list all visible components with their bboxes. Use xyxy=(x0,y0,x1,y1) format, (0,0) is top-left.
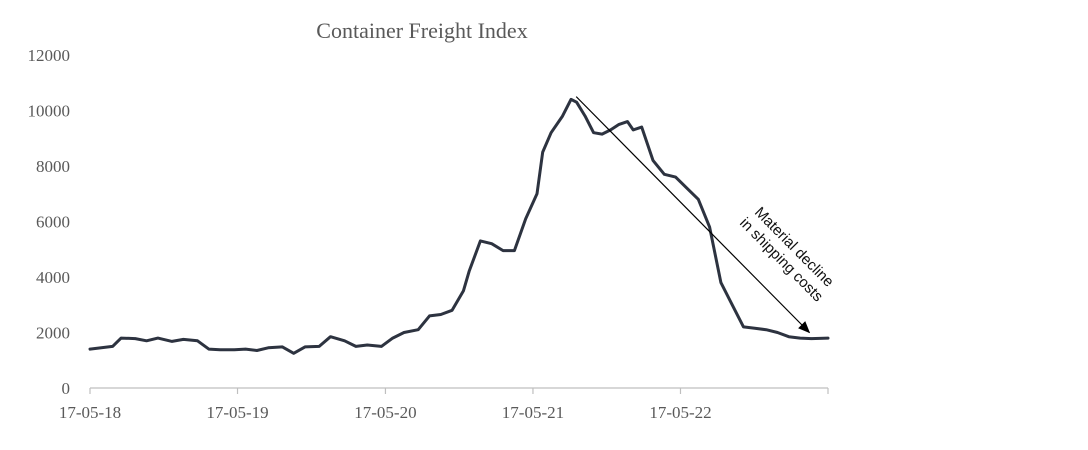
data-point xyxy=(535,192,539,195)
y-tick-label: 2000 xyxy=(36,324,70,343)
x-tick-label: 17-05-21 xyxy=(502,403,564,422)
data-point xyxy=(617,123,621,126)
y-axis: 0 2000 4000 6000 8000 10000 12000 xyxy=(28,46,71,398)
data-point xyxy=(651,159,655,162)
data-point xyxy=(267,346,270,349)
data-point xyxy=(541,150,544,154)
data-point xyxy=(501,249,505,252)
data-point xyxy=(111,345,114,348)
data-point xyxy=(753,327,756,330)
data-point xyxy=(826,336,830,340)
data-point xyxy=(561,114,564,118)
data-point xyxy=(776,331,779,334)
data-point xyxy=(575,101,578,104)
data-point xyxy=(417,328,420,331)
data-point xyxy=(218,348,222,351)
annotation-text: Material declinein shipping costs xyxy=(736,202,839,305)
decline-arrow xyxy=(575,96,811,334)
x-tick-label: 17-05-18 xyxy=(59,403,121,422)
data-point xyxy=(380,345,383,348)
data-point xyxy=(329,335,332,338)
series-layer xyxy=(88,97,830,355)
data-point xyxy=(391,336,394,340)
data-point xyxy=(462,289,465,293)
data-point xyxy=(600,132,604,136)
data-point xyxy=(787,335,790,338)
data-point xyxy=(207,347,210,351)
data-point xyxy=(467,270,471,273)
data-point xyxy=(592,131,595,134)
data-point xyxy=(798,336,802,340)
data-point xyxy=(119,336,123,340)
data-point xyxy=(719,281,723,284)
data-point xyxy=(632,128,635,132)
series-line xyxy=(88,97,830,355)
data-point xyxy=(490,242,493,245)
data-point xyxy=(731,303,734,306)
y-tick-label: 8000 xyxy=(36,157,70,176)
data-point xyxy=(281,345,284,349)
data-point xyxy=(583,114,587,118)
y-tick-label: 6000 xyxy=(36,213,70,232)
y-tick-label: 10000 xyxy=(28,102,71,121)
chart-title: Container Freight Index xyxy=(316,18,527,43)
data-point xyxy=(145,339,148,342)
data-point xyxy=(303,345,307,349)
data-point xyxy=(292,352,295,355)
data-point xyxy=(233,348,236,351)
data-point xyxy=(708,225,711,229)
data-point xyxy=(513,249,516,252)
data-point xyxy=(182,338,185,341)
data-point xyxy=(742,325,745,329)
data-point xyxy=(244,347,247,351)
x-tick-label: 17-05-20 xyxy=(354,403,416,422)
data-point xyxy=(343,339,346,342)
data-point xyxy=(196,339,199,342)
data-point xyxy=(134,337,137,340)
data-point xyxy=(765,328,768,331)
data-point xyxy=(663,173,666,176)
data-point xyxy=(100,346,103,349)
data-point xyxy=(479,239,482,243)
data-point xyxy=(640,125,643,129)
data-point xyxy=(428,314,431,318)
data-point xyxy=(156,336,160,340)
y-tick-label: 12000 xyxy=(28,46,71,65)
data-point xyxy=(450,309,454,312)
data-point xyxy=(354,345,358,348)
data-point xyxy=(88,347,92,351)
y-tick-label: 0 xyxy=(62,379,71,398)
data-point xyxy=(697,198,700,201)
data-point xyxy=(549,131,553,134)
data-point xyxy=(366,343,369,347)
data-point xyxy=(569,98,573,101)
data-point xyxy=(685,187,689,190)
annotation: Material declinein shipping costs xyxy=(575,96,839,334)
x-tick-label: 17-05-22 xyxy=(649,403,711,422)
data-point xyxy=(318,345,321,348)
data-point xyxy=(170,340,174,343)
x-tick-label: 17-05-19 xyxy=(206,403,268,422)
data-point xyxy=(674,175,677,179)
y-tick-label: 4000 xyxy=(36,268,70,287)
x-axis: 17-05-18 17-05-19 17-05-20 17-05-21 17-05-22 xyxy=(59,387,829,422)
data-point xyxy=(524,217,527,220)
data-point xyxy=(626,120,629,123)
data-point xyxy=(402,331,406,334)
data-point xyxy=(810,337,813,340)
data-point xyxy=(439,313,442,316)
data-point xyxy=(255,349,259,352)
